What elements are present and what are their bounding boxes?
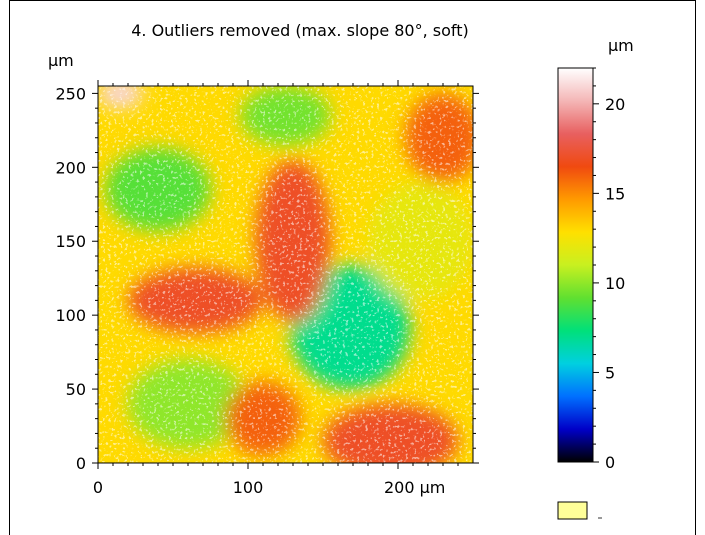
y-tick-label: 100 [55,306,86,325]
plot-area: 0 100 200 µm 0 50 100 150 200 250 µm [48,51,479,497]
colorbar-tick-label: 20 [605,95,625,114]
y-tick-label: 250 [55,84,86,103]
y-tick-label: 0 [76,454,86,473]
colorbar-tick-label: 10 [605,274,625,293]
y-tick-label: 150 [55,232,86,251]
x-axis: 0 100 200 µm [93,80,459,497]
colorbar-unit: µm [608,36,634,55]
y-axis: 0 50 100 150 200 250 [55,84,479,473]
surface-speckle [98,86,473,463]
y-tick-label: 200 [55,158,86,177]
colorbar-tick-label: 0 [605,453,615,472]
legend-swatch [557,501,588,520]
y-tick-label: 50 [66,380,86,399]
colorbar: µm 0 5 10 15 20 [557,36,634,472]
y-axis-unit: µm [48,51,74,70]
figure-border [9,0,696,535]
plot-border [97,85,474,464]
colorbar-gradient [557,67,594,463]
x-tick-label: 0 [93,478,103,497]
x-tick-label: 100 [233,478,264,497]
x-tick-label: 200 µm [384,478,445,497]
legend-marker [598,517,602,519]
chart-title: 4. Outliers removed (max. slope 80°, sof… [131,21,469,40]
colorbar-tick-label: 5 [605,363,615,382]
colorbar-tick-label: 15 [605,184,625,203]
